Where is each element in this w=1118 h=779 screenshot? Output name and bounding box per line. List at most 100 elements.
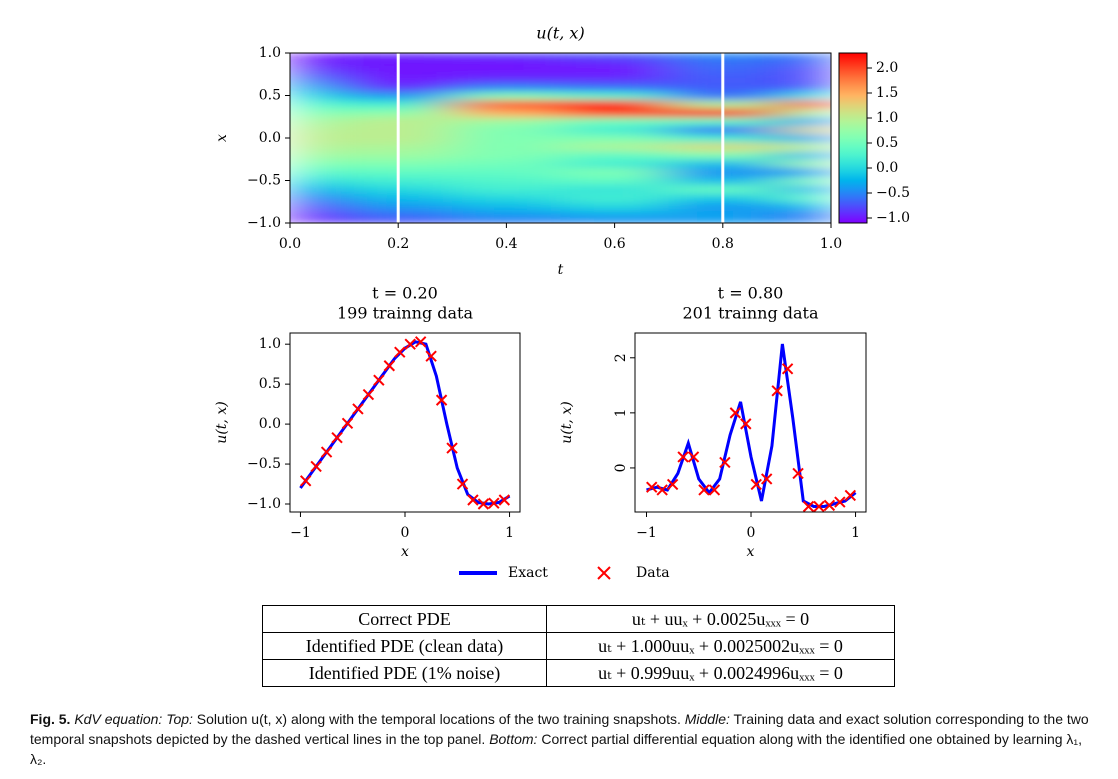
data-marker (844, 489, 857, 502)
heatmap-cell (776, 108, 831, 118)
heatmap-cell (290, 125, 345, 135)
heatmap-cell (776, 150, 831, 160)
heatmap-cell (452, 150, 561, 160)
heatmap-cell (290, 91, 345, 101)
data-marker (760, 473, 773, 485)
y-tick-label: 0.5 (259, 88, 281, 104)
heatmap-cell (290, 82, 345, 92)
data-marker (498, 494, 511, 506)
heatmap-cell (560, 65, 670, 75)
heatmap-cell (776, 91, 831, 101)
heatmap-cell (452, 176, 561, 186)
data-marker (666, 478, 679, 491)
heatmap-cell (776, 74, 831, 84)
colorbar-tick-label: 1.0 (876, 110, 898, 126)
heatmap-cell (452, 57, 561, 67)
heatmap-cell (560, 159, 670, 169)
data-marker (813, 500, 825, 513)
y-tick-label: −1.0 (247, 215, 281, 231)
heatmap-cell (560, 125, 670, 135)
heatmap-cell (452, 184, 561, 194)
data-marker (362, 388, 375, 401)
heatmap-cell (776, 65, 831, 75)
data-marker (373, 374, 385, 386)
heatmap-cell (560, 184, 670, 194)
pde-table: Correct PDE uₜ + uuₓ + 0.0025uₓₓₓ = 0 Ide… (261, 605, 895, 687)
heatmap-cell (776, 201, 831, 211)
y-tick-label: 1.0 (259, 45, 281, 61)
x-tick-label: −1 (290, 525, 311, 541)
heatmap-cell (290, 116, 345, 126)
x-tick-label: 0.8 (712, 236, 734, 252)
heatmap-cell (452, 133, 561, 143)
y-tick-label: 0.5 (259, 376, 281, 392)
heatmap-cell (452, 108, 561, 118)
heatmap-cell (560, 82, 670, 92)
y-tick-label: −1.0 (247, 496, 281, 512)
heatmap-cell (560, 142, 670, 152)
table-row: Correct PDE uₜ + uuₓ + 0.0025uₓₓₓ = 0 (261, 605, 895, 633)
x-tick-label: 1.0 (820, 236, 842, 252)
data-marker (331, 431, 343, 444)
chart-subtitle: 199 trainng data (337, 304, 474, 323)
table-cell: Identified PDE (clean data) (261, 632, 548, 660)
x-axis-label: x (401, 544, 409, 560)
y-axis-label: u(t, x) (214, 401, 230, 443)
heatmap-cell (560, 133, 670, 143)
heatmap-cell (560, 176, 670, 186)
caption-text: KdV equation: Top: (74, 711, 193, 727)
heatmap-cell (290, 53, 345, 58)
heatmap-cell (290, 176, 345, 186)
heatmap-cell (776, 82, 831, 92)
y-tick-label: 1 (613, 408, 629, 417)
x-tick-label: 0.6 (603, 236, 625, 252)
caption-text: Training data and exact solution corresp… (30, 711, 1089, 747)
data-marker (446, 442, 458, 454)
heatmap-cell (452, 65, 561, 75)
data-marker (823, 499, 836, 512)
chart-title: t = 0.80 (718, 284, 784, 303)
table-cell: uₜ + 1.000uuₓ + 0.0025002uₓₓₓ = 0 (546, 632, 895, 660)
heatmap-cell (776, 184, 831, 194)
colorbar-tick-label: 2.0 (876, 60, 898, 76)
heatmap-cell (776, 167, 831, 177)
legend-marker (597, 566, 611, 580)
heatmap-cell (452, 201, 561, 211)
table-row: Identified PDE (1% noise) uₜ + 0.999uuₓ +… (261, 659, 895, 687)
heatmap-cell (776, 218, 831, 223)
heatmap-cell (452, 116, 561, 126)
data-marker (383, 360, 396, 372)
x-tick-label: 0 (401, 525, 410, 541)
data-marker (299, 475, 312, 487)
heatmap-cell (776, 133, 831, 143)
data-marker (740, 418, 752, 430)
heatmap-cell (290, 218, 345, 223)
data-marker (414, 336, 427, 348)
heatmap-cell (776, 53, 831, 58)
x-axis-label: x (747, 544, 755, 560)
heatmap-cell (776, 142, 831, 152)
caption-text: Correct partial differential equation al… (30, 731, 1083, 767)
chart-subtitle: 201 trainng data (682, 304, 819, 323)
heatmap-cell (452, 142, 561, 152)
data-marker (656, 484, 668, 496)
legend-label: Exact (508, 565, 548, 581)
heatmap-cell (560, 150, 670, 160)
caption-text: Bottom: (489, 731, 538, 747)
data-marker (488, 497, 500, 509)
colorbar-tick-label: 0.0 (876, 160, 898, 176)
colorbar-tick-label: −1.0 (876, 210, 910, 226)
table-cell: Correct PDE (261, 605, 548, 633)
x-tick-label: −1 (636, 525, 657, 541)
y-tick-label: −0.5 (247, 173, 281, 189)
data-marker (729, 407, 742, 419)
heatmap-cell (290, 142, 345, 152)
exact-line (299, 340, 511, 506)
caption-label: Fig. 5. (30, 711, 71, 727)
heatmap-cell (290, 193, 345, 203)
heatmap-cell (452, 53, 561, 58)
x-tick-label: 0.4 (495, 236, 517, 252)
data-marker (771, 385, 783, 397)
data-marker (708, 484, 721, 496)
